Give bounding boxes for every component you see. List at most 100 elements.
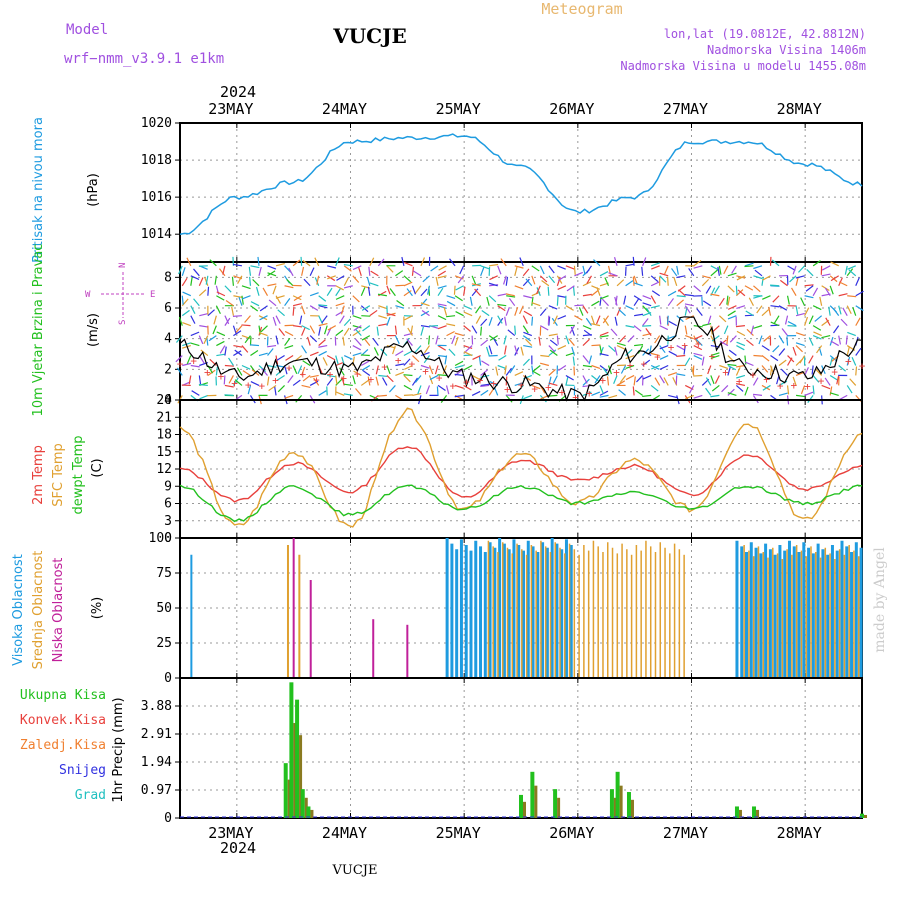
- wind-arrow: [659, 325, 669, 331]
- wind-arrow: [425, 385, 431, 395]
- wind-arrow: [548, 333, 558, 337]
- footer-station: VUCJE: [332, 863, 378, 878]
- wind-arrow: [361, 335, 371, 341]
- wind-arrow: [603, 317, 610, 326]
- wind-arrow: [369, 309, 378, 317]
- wind-arrow: [252, 278, 260, 287]
- wind-arrow: [710, 325, 713, 335]
- wind-gust-marker: +: [572, 391, 579, 404]
- wind-arrow: [711, 384, 720, 392]
- wind-arrow: [480, 267, 485, 277]
- wind-arrow: [586, 275, 592, 284]
- wind-arrow: [633, 325, 642, 332]
- wind-arrow: [420, 364, 430, 369]
- elevation-label: Nadmorska Visina 1406m: [707, 43, 866, 57]
- wind-arrow: [844, 265, 848, 275]
- legend-snow: Snijeg: [59, 763, 106, 778]
- wind-arrow: [293, 325, 303, 328]
- wind-arrow: [651, 364, 660, 370]
- wind-arrow: [480, 384, 490, 388]
- wind-arrow: [736, 330, 746, 337]
- pressure-ylabel-unit: (hPa): [86, 173, 101, 207]
- wind-arrow: [824, 287, 831, 297]
- wind-arrow: [548, 382, 558, 387]
- wind-gust-marker: +: [722, 366, 729, 379]
- wind-arrow: [522, 335, 531, 342]
- wind-arrow: [301, 366, 306, 376]
- wind-arrow: [608, 394, 618, 399]
- wind-arrow: [846, 356, 851, 366]
- wind-arrow: [361, 305, 371, 311]
- wind-arrow: [465, 345, 473, 353]
- wind-arrow: [705, 285, 712, 294]
- wind-arrow: [842, 307, 848, 316]
- wind-arrow: [354, 338, 362, 346]
- wind-arrow: [711, 335, 720, 342]
- y-tick-label: 21: [156, 410, 172, 425]
- wind-arrow: [463, 286, 466, 296]
- wind-arrow: [664, 265, 669, 275]
- wind-arrow: [423, 345, 430, 354]
- wind-arrow: [181, 267, 186, 276]
- wind-arrow: [778, 359, 787, 366]
- wind-arrow: [235, 325, 243, 333]
- wind-arrow: [488, 295, 497, 303]
- wind-arrow: [335, 287, 342, 297]
- day-labels-bottom: 23MAY 24MAY 25MAY 26MAY 27MAY 28MAY: [208, 824, 821, 842]
- wind-arrow: [361, 315, 371, 317]
- wind-arrow: [186, 257, 192, 267]
- wind-arrow: [326, 287, 333, 297]
- wind-arrow: [702, 323, 712, 327]
- y-tick-label: 15: [156, 445, 172, 460]
- wind-arrow: [773, 315, 780, 324]
- wind-arrow: [213, 315, 217, 325]
- wind-arrow: [784, 315, 789, 325]
- wind-arrow: [403, 275, 412, 283]
- day-label-top: 24MAY: [322, 100, 367, 118]
- wind-gust-marker: +: [640, 358, 647, 371]
- wind-arrow: [474, 288, 482, 297]
- wind-arrow: [650, 384, 659, 392]
- wind-arrow: [591, 391, 601, 396]
- wind-arrow: [812, 260, 821, 267]
- wind-arrow: [198, 375, 202, 385]
- wind-arrow: [403, 375, 411, 383]
- wind-arrow: [727, 296, 731, 306]
- wind-arrow: [556, 335, 559, 345]
- wind-arrow: [522, 268, 530, 277]
- wind-arrow: [377, 258, 385, 267]
- wind-arrow: [215, 305, 221, 315]
- wind-arrow: [688, 268, 695, 277]
- y-tick-label: 6: [164, 497, 172, 512]
- wind-arrow: [352, 295, 360, 303]
- wind-arrow: [190, 276, 193, 286]
- wind-arrow: [446, 300, 456, 307]
- temp2m-ylabel: 2m Temp: [31, 445, 46, 505]
- wind-arrow: [285, 355, 294, 361]
- y-tick-label: 75: [156, 566, 172, 581]
- wind-arrow: [718, 315, 727, 323]
- precip-bar: [306, 806, 311, 818]
- wind-arrow: [770, 305, 780, 308]
- wind-arrow: [435, 335, 439, 345]
- conv-precip-bar: [630, 799, 634, 818]
- wind-arrow: [438, 265, 447, 271]
- wind-arrow: [352, 275, 360, 283]
- wind-arrow: [444, 355, 448, 365]
- wind-arrow: [821, 265, 831, 271]
- wind-arrow: [475, 315, 482, 324]
- wind-arrow: [463, 384, 472, 391]
- y-tick-label: 0: [164, 811, 172, 826]
- wind-arrow: [821, 335, 831, 339]
- wind-arrow: [492, 337, 499, 346]
- wind-arrow: [728, 349, 737, 357]
- wind-arrow: [403, 358, 411, 366]
- wind-arrow: [651, 290, 661, 297]
- wind-arrow: [553, 315, 558, 325]
- day-label-bottom: 28MAY: [777, 824, 822, 842]
- wind-arrow: [250, 381, 260, 386]
- wind-arrow: [633, 275, 638, 285]
- compass-e: E: [150, 290, 155, 300]
- wind-arrow: [472, 354, 481, 360]
